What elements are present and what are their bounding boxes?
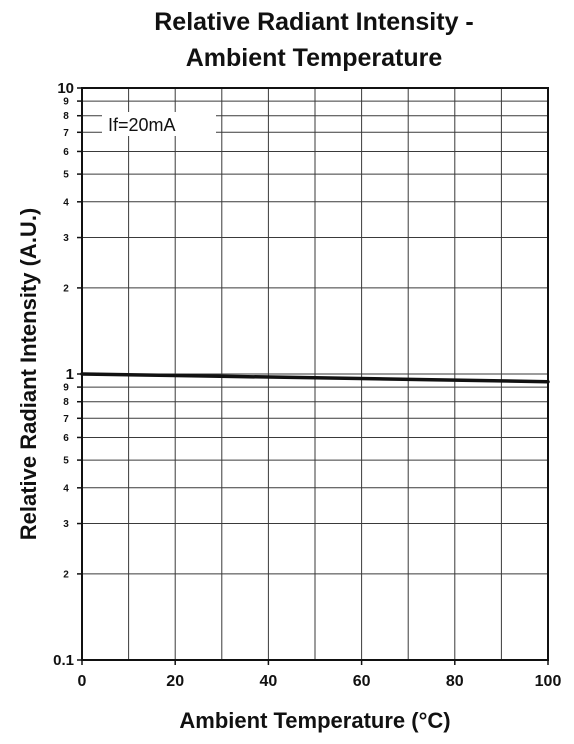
x-tick-label: 80	[446, 673, 464, 690]
x-tick-label: 60	[353, 673, 371, 690]
x-tick-label: 0	[78, 673, 87, 690]
y-axis-title: Relative Radiant Intensity (A.U.)	[16, 208, 41, 541]
y-tick-label-major: 1	[66, 366, 74, 383]
x-tick-label: 40	[260, 673, 278, 690]
y-tick-label-minor: 6	[63, 433, 69, 444]
y-tick-label-minor: 2	[63, 569, 69, 580]
y-tick-label-minor: 8	[63, 111, 69, 122]
y-tick-label-minor: 5	[63, 170, 69, 181]
y-tick-label-minor: 9	[63, 97, 69, 108]
y-tick-label-minor: 6	[63, 147, 69, 158]
series-line	[80, 372, 550, 384]
y-tick-label-minor: 3	[63, 519, 69, 530]
y-tick-label-major: 10	[57, 80, 74, 97]
x-axis-title: Ambient Temperature (°C)	[179, 708, 450, 733]
chart-title-line-2: Ambient Temperature	[186, 44, 443, 72]
y-tick-label-minor: 3	[63, 233, 69, 244]
series-layer	[80, 372, 550, 384]
y-tick-label-minor: 8	[63, 397, 69, 408]
y-tick-label-minor: 7	[63, 414, 69, 425]
y-tick-labels: 10 1 0.1 9 8 7 6 5 4 3 2 9 8 7 6 5 4 3 2	[53, 80, 74, 669]
y-tick-label-minor: 7	[63, 128, 69, 139]
x-tick-labels: 0 20 40 60 80 100	[78, 673, 562, 690]
y-tick-label-minor: 5	[63, 456, 69, 467]
annotation-background	[102, 112, 216, 136]
y-tick-label-minor: 2	[63, 283, 69, 294]
y-tick-label-minor: 4	[63, 483, 69, 494]
y-tick-label-minor: 9	[63, 383, 69, 394]
x-tick-label: 20	[166, 673, 184, 690]
x-tick-label: 100	[535, 673, 562, 690]
y-tick-label-major: 0.1	[53, 652, 74, 669]
y-tick-label-minor: 4	[63, 197, 69, 208]
condition-annotation: If=20mA	[108, 115, 176, 135]
chart-title-line-1: Relative Radiant Intensity -	[154, 8, 474, 36]
plot-frame	[81, 87, 549, 661]
